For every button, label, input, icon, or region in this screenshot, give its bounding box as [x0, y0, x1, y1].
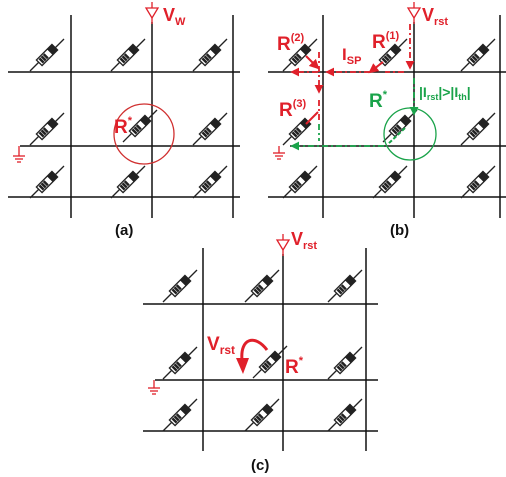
panel-c: Vrst Vrst R* (c) [143, 229, 378, 474]
target-label: R* [285, 355, 304, 378]
target-label: R* [369, 89, 388, 112]
ground-icon [13, 146, 25, 163]
voltage-source-icon [144, 2, 160, 24]
panel-a: VW R* (a) [8, 2, 240, 239]
voltage-label: VW [163, 5, 186, 28]
isp-label: ISP [342, 45, 361, 67]
arrow-voltage-label: Vrst [207, 334, 235, 357]
r3-label: R(3) [279, 98, 307, 121]
target-label: R* [114, 115, 133, 138]
ground-icon [148, 380, 160, 395]
voltage-label: Vrst [422, 5, 448, 28]
caption-b: (b) [390, 222, 409, 239]
curved-arrow-icon [240, 338, 269, 361]
arrow-head-icon [236, 358, 249, 374]
voltage-label: Vrst [291, 229, 317, 252]
target-circle [383, 107, 437, 161]
panel-b: Vrst R(1) R(2) R(3) ISP R* |Irst|>|Ith| … [268, 2, 506, 239]
voltage-source-icon [406, 2, 422, 24]
caption-a: (a) [115, 222, 133, 239]
r2-label: R(2) [277, 32, 305, 55]
condition-label: |Irst|>|Ith| [419, 84, 471, 102]
target-circle [113, 103, 175, 165]
r1-label: R(1) [372, 30, 400, 53]
caption-c: (c) [251, 457, 269, 474]
ground-icon [273, 146, 285, 160]
voltage-source-icon [275, 234, 291, 256]
